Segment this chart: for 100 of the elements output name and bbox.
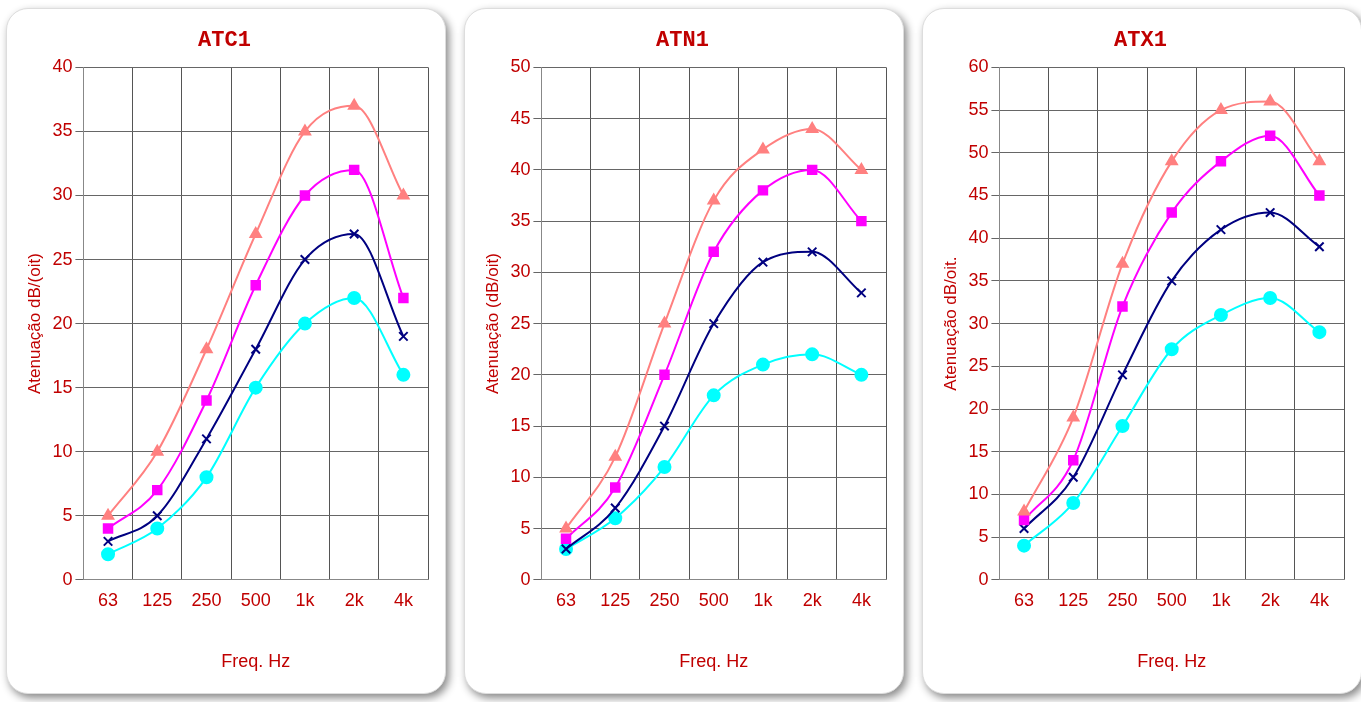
y-tick-label: 20 [510,363,531,384]
x-tick-label: 125 [600,589,631,610]
point [347,98,361,110]
x-tick-label: 4k [851,589,872,610]
y-tick-label: 30 [968,312,989,333]
point [1166,207,1177,218]
x-tick-label: 2k [1260,589,1281,610]
point [1066,495,1081,510]
x-tick-label: 4k [1309,589,1330,610]
point [855,162,868,174]
y-tick-label: 0 [978,568,989,589]
point [708,246,719,258]
point [151,444,164,456]
point [805,121,819,133]
y-tick-label: 30 [510,261,531,282]
point [1018,514,1030,526]
point [609,449,622,461]
point [856,215,867,227]
y-tick-label: 45 [510,107,531,128]
point [348,164,360,176]
chart-title: ATC1 [198,27,251,53]
point [396,367,411,382]
point [1117,369,1128,381]
point [755,357,770,372]
x-tick-label: 250 [649,589,680,610]
y-tick-label: 10 [52,440,73,461]
point [756,142,770,154]
x-tick-label: 1k [753,589,774,610]
point [757,256,769,268]
x-tick-label: 1k [1211,589,1232,610]
point [150,521,165,536]
point [201,395,212,406]
x-tick-label: 63 [556,589,577,610]
point [299,190,311,201]
point [706,388,721,403]
point [1312,325,1327,340]
y-axis-title: Atenuação (dB/oit) [482,253,502,395]
y-tick-label: 45 [968,184,989,205]
point [707,193,720,205]
point [658,316,671,328]
chart-title: ATN1 [656,27,709,53]
point [1214,103,1228,115]
point [199,470,214,485]
x-tick-label: 63 [1014,589,1035,610]
point [1263,94,1277,106]
point [1115,419,1130,434]
x-axis-title: Freq. Hz [679,651,749,672]
point [805,347,820,362]
y-tick-label: 55 [968,99,989,120]
y-tick-label: 15 [510,415,531,436]
x-tick-label: 4k [393,589,414,610]
point [1166,275,1177,287]
y-axis-title: Atenuação dB/oit. [940,256,960,391]
y-tick-label: 5 [978,526,989,547]
y-tick-label: 0 [520,568,531,589]
x-tick-label: 1k [295,589,316,610]
point [608,511,623,526]
point [1116,256,1129,268]
point [806,246,818,258]
point [200,342,213,354]
y-tick-label: 50 [510,56,531,77]
y-tick-label: 50 [968,141,989,162]
y-tick-label: 40 [968,227,989,248]
point [560,533,572,545]
point [806,164,818,176]
point [398,331,409,342]
point [659,420,670,432]
y-tick-label: 35 [52,120,73,141]
y-tick-label: 10 [510,466,531,487]
point [397,188,410,200]
point [250,279,261,291]
y-tick-label: 40 [510,158,531,179]
point [610,502,621,514]
point [249,226,262,238]
point [856,287,867,299]
y-axis-title: Atenuação dB/(oit) [24,253,44,395]
point [1067,410,1080,422]
point [1264,207,1276,218]
point [1264,130,1276,141]
point [1017,538,1032,553]
point [1117,301,1128,312]
y-tick-label: 60 [968,56,989,77]
y-tick-label: 35 [510,210,531,231]
x-tick-label: 500 [698,589,729,610]
point [101,547,116,562]
point [348,228,360,240]
x-tick-label: 250 [1107,589,1138,610]
point [201,433,212,445]
point [1314,241,1325,252]
point [1215,156,1227,167]
point [1263,290,1278,305]
point [298,124,312,136]
x-tick-label: 2k [802,589,823,610]
y-tick-label: 0 [62,568,73,589]
point [757,185,769,196]
y-tick-label: 25 [968,355,989,376]
point [347,290,362,305]
point [1017,504,1031,516]
x-axis-title: Freq. Hz [221,651,291,672]
point [152,510,163,521]
